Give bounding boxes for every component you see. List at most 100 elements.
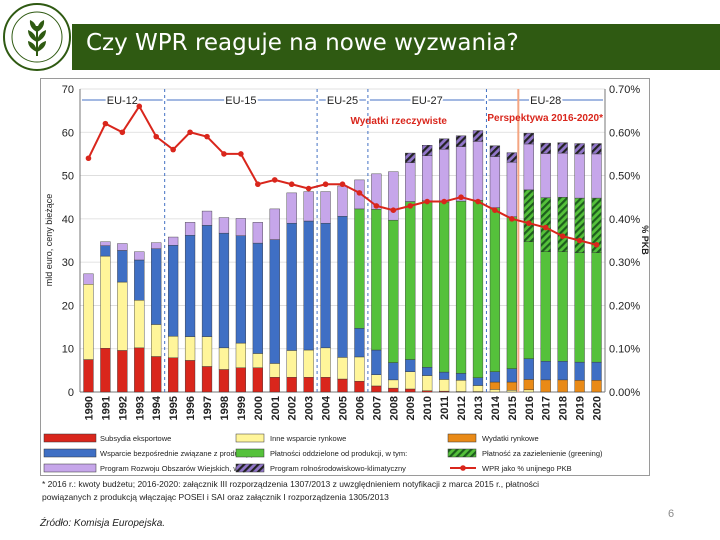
- x-tick-label: 2017: [541, 396, 553, 420]
- bar-segment-export_subsidies: [269, 377, 280, 393]
- gdp-share-point: [373, 203, 380, 209]
- bar-segment-rural: [252, 222, 263, 244]
- bar-segment-export_subsidies: [286, 377, 297, 393]
- x-tick-label: 2016: [524, 396, 536, 420]
- bar-segment-market_mgmt: [523, 379, 534, 391]
- bar-segment-coupled: [168, 245, 179, 337]
- bar-segment-rural: [422, 155, 433, 201]
- legend-swatch-env_program: [235, 463, 265, 473]
- bar-segment-coupled: [201, 225, 213, 337]
- bar-segment-decoupled: [523, 241, 534, 359]
- y2-tick-label: 0.10%: [609, 344, 640, 356]
- bar-segment-export_subsidies: [151, 356, 162, 393]
- bar-segment-decoupled: [455, 200, 467, 374]
- bar-segment-market: [354, 356, 365, 382]
- bar-segment-coupled: [439, 371, 450, 380]
- bar-segment-coupled: [134, 259, 145, 301]
- bar-segment-greening: [540, 197, 551, 252]
- bar-segment-rural: [201, 210, 213, 226]
- legend-swatch-market: [235, 433, 265, 443]
- bar-segment-coupled: [422, 367, 433, 376]
- bar-segment-decoupled: [489, 207, 501, 372]
- bar-segment-rural: [151, 242, 162, 249]
- bar-segment-market: [506, 390, 517, 393]
- bar-segment-market: [286, 350, 297, 378]
- bar-segment-coupled: [337, 216, 348, 358]
- bar-segment-rural: [168, 236, 179, 246]
- bar-segment-coupled: [117, 250, 128, 283]
- bar-segment-env_program: [506, 152, 517, 163]
- x-tick-label: 1994: [151, 395, 163, 420]
- bar-segment-export_subsidies: [252, 367, 263, 393]
- y2-tick-label: 0.20%: [609, 300, 640, 312]
- bar-segment-market: [371, 374, 382, 387]
- bar-segment-coupled: [388, 362, 399, 381]
- gdp-share-point: [525, 220, 532, 226]
- bar-segment-coupled: [303, 220, 314, 351]
- bar-segment-export_subsidies: [201, 366, 213, 393]
- y2-tick-label: 0.60%: [609, 127, 640, 139]
- gdp-share-point: [390, 207, 397, 213]
- gdp-share-point: [458, 194, 464, 201]
- legend-swatch-coupled: [43, 448, 97, 458]
- bar-segment-market: [269, 363, 280, 378]
- bar-segment-coupled: [405, 359, 416, 372]
- bar-segment-rural: [303, 191, 314, 222]
- y2-axis-title: % PKB: [640, 225, 650, 255]
- bar-segment-rural: [523, 143, 534, 191]
- gdp-share-point: [204, 133, 210, 140]
- bar-segment-decoupled: [557, 251, 568, 362]
- bar-segment-coupled: [506, 368, 517, 383]
- bar-segment-rural: [100, 241, 111, 246]
- bar-segment-decoupled: [506, 216, 517, 369]
- bar-segment-rural: [235, 218, 246, 236]
- legend-label: Wsparcie bezpośrednie związane z produkc…: [100, 449, 253, 458]
- bar-segment-env_program: [472, 130, 484, 142]
- x-tick-label: 1992: [117, 396, 129, 420]
- bar-segment-decoupled: [472, 200, 484, 378]
- x-tick-label: 2011: [439, 396, 451, 420]
- y-tick-label: 10: [62, 344, 74, 356]
- bar-segment-market: [320, 347, 331, 378]
- y-tick-label: 50: [62, 171, 74, 183]
- legend-label: Płatności oddzielone od produkcji, w tym…: [270, 449, 407, 458]
- gdp-share-point: [238, 151, 244, 157]
- gdp-share-point: [593, 242, 600, 248]
- bar-segment-coupled: [184, 235, 196, 337]
- bar-segment-rural: [337, 185, 348, 217]
- bar-segment-rural: [269, 208, 280, 240]
- legend-swatch-decoupled: [235, 448, 265, 458]
- legend-swatch-greening: [447, 448, 477, 458]
- bar-segment-coupled: [591, 361, 602, 381]
- bar-segment-env_program: [540, 142, 551, 154]
- x-tick-label: 2003: [304, 396, 316, 420]
- x-tick-label: 1998: [219, 396, 231, 420]
- x-tick-label: 2013: [473, 396, 485, 420]
- bar-segment-market: [523, 389, 534, 393]
- legend-swatch-export_subsidies: [43, 433, 97, 443]
- y2-tick-label: 0.00%: [609, 387, 640, 399]
- bar-segment-decoupled: [388, 219, 399, 363]
- bar-segment-coupled: [489, 371, 501, 383]
- bar-segment-coupled: [574, 361, 585, 381]
- legend-label: Płatność za zazielenienie (greening): [482, 449, 603, 458]
- legend-swatch-marker: [460, 465, 466, 471]
- x-tick-label: 2015: [507, 396, 519, 420]
- bar-segment-coupled: [540, 361, 551, 381]
- bar-segment-greening: [523, 189, 534, 242]
- bar-segment-market: [184, 336, 196, 361]
- x-tick-label: 2006: [354, 396, 366, 420]
- slide-title: Czy WPR reaguje na nowe wyzwania?: [86, 30, 519, 56]
- bar-segment-export_subsidies: [184, 360, 196, 393]
- bar-segment-greening: [574, 197, 585, 253]
- bar-segment-market_mgmt: [540, 379, 551, 393]
- bar-segment-rural: [184, 222, 196, 236]
- bar-segment-market: [422, 375, 433, 391]
- gdp-share-point: [221, 151, 227, 157]
- period-label: EU-27: [412, 95, 443, 107]
- bar-segment-decoupled: [371, 209, 382, 351]
- gdp-share-point: [271, 177, 278, 183]
- bar-segment-rural: [405, 162, 416, 202]
- bar-segment-market: [218, 347, 230, 370]
- bar-segment-market_mgmt: [557, 379, 568, 393]
